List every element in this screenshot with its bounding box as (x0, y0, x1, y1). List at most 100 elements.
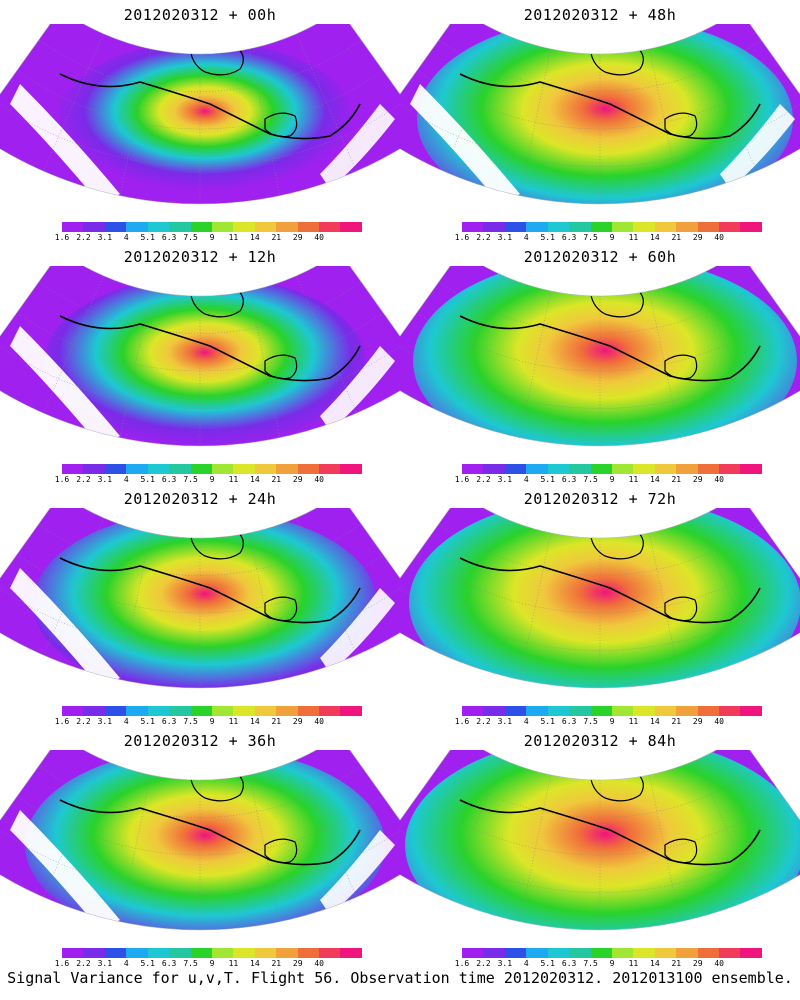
colorbar-tick-label: 3.1 (97, 959, 113, 968)
panel-title: 2012020312 + 84h (523, 732, 677, 750)
colorbar-tick-label: 29 (692, 959, 703, 968)
colorbar-tick-label: 5.1 (140, 475, 155, 484)
colorbar-tick-label: 6.3 (561, 475, 577, 484)
colorbar-tick-label: 4 (523, 959, 529, 968)
colorbar-tick-label: 4 (123, 475, 129, 484)
colorbar-swatch (697, 706, 720, 716)
colorbar-tick-label: 9 (609, 959, 615, 968)
colorbar-tick-label: 14 (250, 717, 260, 726)
colorbar-swatch (719, 706, 741, 716)
colorbar-swatch (319, 706, 341, 716)
colorbar-tick-label: 2.2 (476, 959, 491, 968)
colorbar-swatch (547, 222, 570, 232)
colorbar-tick-label: 4 (523, 717, 529, 726)
colorbar-swatch (504, 948, 527, 958)
colorbar-tick-label: 21 (271, 717, 282, 726)
colorbar-tick-label: 1.6 (454, 475, 470, 484)
colorbar-tick-label: 14 (650, 475, 660, 484)
colorbar-swatch (83, 948, 105, 958)
colorbar-tick-label: 40 (714, 233, 724, 242)
colorbar-swatch (590, 706, 612, 716)
colorbar-tick-label: 40 (314, 717, 324, 726)
colorbar-tick-label: 1.6 (454, 959, 470, 968)
colorbar-tick-label: 29 (692, 717, 703, 726)
colorbar-swatch (169, 948, 191, 958)
colorbar-tick-label: 3.1 (497, 233, 513, 242)
variance-map (400, 266, 800, 447)
colorbar-swatch (697, 948, 720, 958)
colorbar-swatch (83, 464, 105, 474)
colorbar-swatch (719, 464, 741, 474)
colorbar-tick-label: 29 (692, 233, 703, 242)
colorbar-tick-label: 21 (671, 233, 682, 242)
colorbar-tick-label: 3.1 (97, 717, 113, 726)
colorbar-tick-label: 1.6 (54, 717, 70, 726)
colorbar-swatch (126, 706, 148, 716)
colorbar (62, 948, 362, 958)
colorbar-tick-label: 9 (209, 233, 215, 242)
colorbar (462, 706, 762, 716)
colorbar (62, 464, 362, 474)
colorbar-tick-label: 2.2 (76, 233, 91, 242)
colorbar-swatch (276, 706, 298, 716)
colorbar-swatch (297, 222, 320, 232)
colorbar-swatch (547, 464, 570, 474)
colorbar-swatch (190, 948, 212, 958)
colorbar-tick-label: 3.1 (497, 475, 513, 484)
colorbar-swatch (254, 948, 277, 958)
colorbar-tick-label: 6.3 (561, 717, 577, 726)
colorbar-swatch (569, 222, 591, 232)
colorbar-swatch (462, 948, 484, 958)
colorbar-swatch (62, 706, 84, 716)
colorbar-swatch (740, 464, 762, 474)
colorbar-tick-label: 40 (714, 717, 724, 726)
map-panel-12h: 2012020312 + 12h 1.6 2.2 3.1 4 5.1 6.3 7.5 9 11 14… (0, 242, 400, 484)
colorbar-tick-label: 6.3 (161, 717, 177, 726)
colorbar-labels: 1.6 2.2 3.1 4 5.1 6.3 7.5 9 11 14 21 29 40 (48, 717, 368, 727)
colorbar-tick-label: 11 (228, 959, 239, 968)
colorbar-tick-label: 29 (292, 475, 303, 484)
colorbar-swatch (611, 948, 634, 958)
colorbar-tick-label: 6.3 (161, 233, 177, 242)
colorbar-swatch (569, 948, 591, 958)
colorbar-swatch (462, 706, 484, 716)
colorbar-swatch (569, 706, 591, 716)
colorbar-swatch (483, 706, 505, 716)
colorbar-tick-label: 9 (209, 717, 215, 726)
colorbar-swatch (297, 464, 320, 474)
colorbar-tick-label: 40 (314, 959, 324, 968)
colorbar-swatch (169, 706, 191, 716)
map-panel-36h: 2012020312 + 36h 1.6 2.2 3.1 4 5.1 6.3 7.5 9 11 14… (0, 726, 400, 968)
panel-title: 2012020312 + 72h (523, 490, 677, 508)
colorbar-swatch (211, 464, 234, 474)
colorbar-swatch (233, 706, 255, 716)
colorbar (62, 706, 362, 716)
colorbar-swatch (147, 464, 170, 474)
colorbar-tick-label: 7.5 (183, 233, 198, 242)
colorbar-swatch (504, 706, 527, 716)
colorbar-swatch (233, 948, 255, 958)
map-panel-00h: 2012020312 + 00h 1.6 2.2 3.1 4 5.1 6.3 7.5 9 11 14… (0, 0, 400, 242)
colorbar-tick-label: 21 (271, 959, 282, 968)
colorbar-tick-label: 2.2 (476, 717, 491, 726)
colorbar-tick-label: 21 (671, 475, 682, 484)
colorbar-swatch (276, 464, 298, 474)
colorbar-tick-label: 7.5 (183, 475, 198, 484)
variance-map (0, 266, 400, 447)
colorbar-swatch (254, 706, 277, 716)
colorbar-tick-label: 3.1 (97, 475, 113, 484)
colorbar-tick-label: 11 (228, 233, 239, 242)
colorbar-tick-label: 5.1 (540, 717, 555, 726)
colorbar-tick-label: 7.5 (183, 717, 198, 726)
colorbar-tick-label: 2.2 (76, 475, 91, 484)
map-panel-84h: 2012020312 + 84h 1.6 2.2 3.1 4 5.1 6.3 7.5 9 11 14… (400, 726, 800, 968)
colorbar-swatch (526, 464, 548, 474)
colorbar (62, 222, 362, 232)
colorbar-tick-label: 1.6 (54, 959, 70, 968)
panel-title: 2012020312 + 12h (123, 248, 277, 266)
map-panel-60h: 2012020312 + 60h 1.6 2.2 3.1 4 5.1 6.3 7.5 9 11 14… (400, 242, 800, 484)
colorbar-swatch (526, 706, 548, 716)
colorbar-swatch (633, 706, 655, 716)
colorbar-swatch (319, 464, 341, 474)
colorbar-swatch (611, 464, 634, 474)
